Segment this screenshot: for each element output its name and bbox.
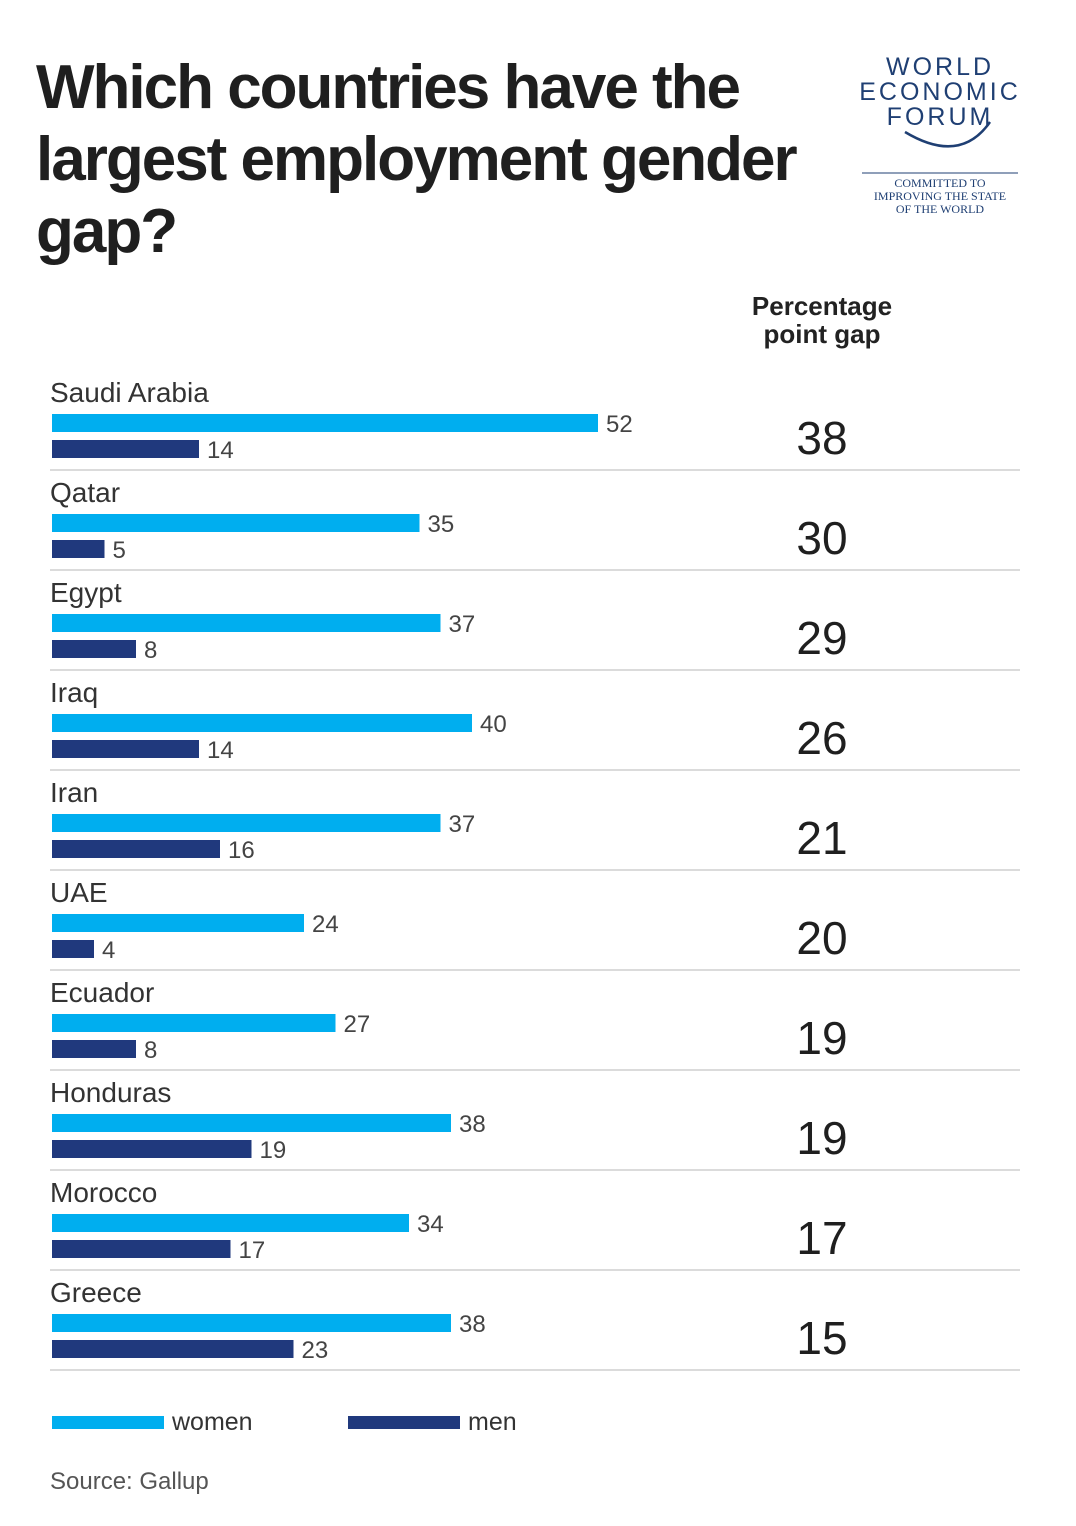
logo-line-2: ECONOMIC (859, 78, 1021, 106)
value-women-ecuador: 27 (344, 1011, 371, 1038)
bar-men-egypt (52, 640, 136, 658)
country-label-iraq: Iraq (50, 677, 98, 708)
value-women-egypt: 37 (449, 611, 476, 638)
bar-women-greece (52, 1314, 451, 1332)
gap-value-saudi-arabia: 38 (796, 412, 847, 464)
gap-value-morocco: 17 (796, 1212, 847, 1264)
gap-value-iraq: 26 (796, 712, 847, 764)
value-men-uae: 4 (102, 937, 115, 964)
bar-women-honduras (52, 1114, 451, 1132)
source-note: Source: Gallup (50, 1468, 209, 1495)
logo-line-3: FORUM (887, 103, 994, 131)
value-women-qatar: 35 (428, 511, 455, 538)
value-women-greece: 38 (459, 1311, 486, 1338)
logo-tagline-1: COMMITTED TO (894, 176, 986, 190)
country-label-saudi-arabia: Saudi Arabia (50, 377, 209, 408)
bar-women-qatar (52, 514, 420, 532)
gap-value-qatar: 30 (796, 512, 847, 564)
value-men-honduras: 19 (260, 1137, 287, 1164)
bar-women-egypt (52, 614, 441, 632)
value-men-egypt: 8 (144, 637, 157, 664)
country-label-qatar: Qatar (50, 477, 120, 508)
gap-value-egypt: 29 (796, 612, 847, 664)
country-label-greece: Greece (50, 1277, 142, 1308)
logo-tagline-2: IMPROVING THE STATE (874, 189, 1006, 203)
logo-line-1: WORLD (886, 53, 994, 81)
country-label-ecuador: Ecuador (50, 977, 154, 1008)
value-men-saudi-arabia: 14 (207, 437, 234, 464)
bar-women-ecuador (52, 1014, 336, 1032)
country-label-honduras: Honduras (50, 1077, 171, 1108)
gap-column-header: Percentage point gap (751, 291, 893, 349)
legend-label-men: men (468, 1408, 517, 1436)
bar-women-iran (52, 814, 441, 832)
legend-swatch-men (348, 1416, 460, 1429)
value-men-morocco: 17 (239, 1237, 266, 1264)
gap-value-ecuador: 19 (796, 1012, 847, 1064)
value-men-iran: 16 (228, 837, 255, 864)
value-men-iraq: 14 (207, 737, 234, 764)
bar-men-uae (52, 940, 94, 958)
logo-arc (904, 121, 992, 148)
value-men-greece: 23 (302, 1337, 329, 1364)
bar-men-saudi-arabia (52, 440, 199, 458)
chart-title: Which countries have the largest employm… (36, 53, 798, 266)
legend-swatch-women (52, 1416, 164, 1429)
gap-value-greece: 15 (796, 1312, 847, 1364)
gap-value-uae: 20 (796, 912, 847, 964)
value-women-iran: 37 (449, 811, 476, 838)
bar-men-iran (52, 840, 220, 858)
bar-chart: Saudi Arabia 52 14 38 Qatar 35 5 30 Egypt 37 8 29 Ir… (50, 377, 1020, 1371)
value-women-iraq: 40 (480, 711, 507, 738)
value-women-uae: 24 (312, 911, 339, 938)
bar-women-morocco (52, 1214, 409, 1232)
value-women-honduras: 38 (459, 1111, 486, 1138)
gap-value-honduras: 19 (796, 1112, 847, 1164)
country-label-egypt: Egypt (50, 577, 122, 608)
logo-tagline-3: OF THE WORLD (896, 202, 985, 216)
bar-men-honduras (52, 1140, 252, 1158)
wef-logo: WORLD ECONOMIC FORUM COMMITTED TO IMPROV… (859, 53, 1021, 216)
bar-men-iraq (52, 740, 199, 758)
country-label-uae: UAE (50, 877, 108, 908)
value-men-qatar: 5 (113, 537, 126, 564)
bar-women-iraq (52, 714, 472, 732)
country-label-iran: Iran (50, 777, 98, 808)
country-label-morocco: Morocco (50, 1177, 157, 1208)
bar-women-uae (52, 914, 304, 932)
value-men-ecuador: 8 (144, 1037, 157, 1064)
gap-value-iran: 21 (796, 812, 847, 864)
bar-women-saudi-arabia (52, 414, 598, 432)
bar-men-morocco (52, 1240, 231, 1258)
value-women-morocco: 34 (417, 1211, 444, 1238)
bar-men-greece (52, 1340, 294, 1358)
value-women-saudi-arabia: 52 (606, 411, 633, 438)
legend-label-women: women (172, 1408, 253, 1436)
bar-men-qatar (52, 540, 105, 558)
bar-men-ecuador (52, 1040, 136, 1058)
